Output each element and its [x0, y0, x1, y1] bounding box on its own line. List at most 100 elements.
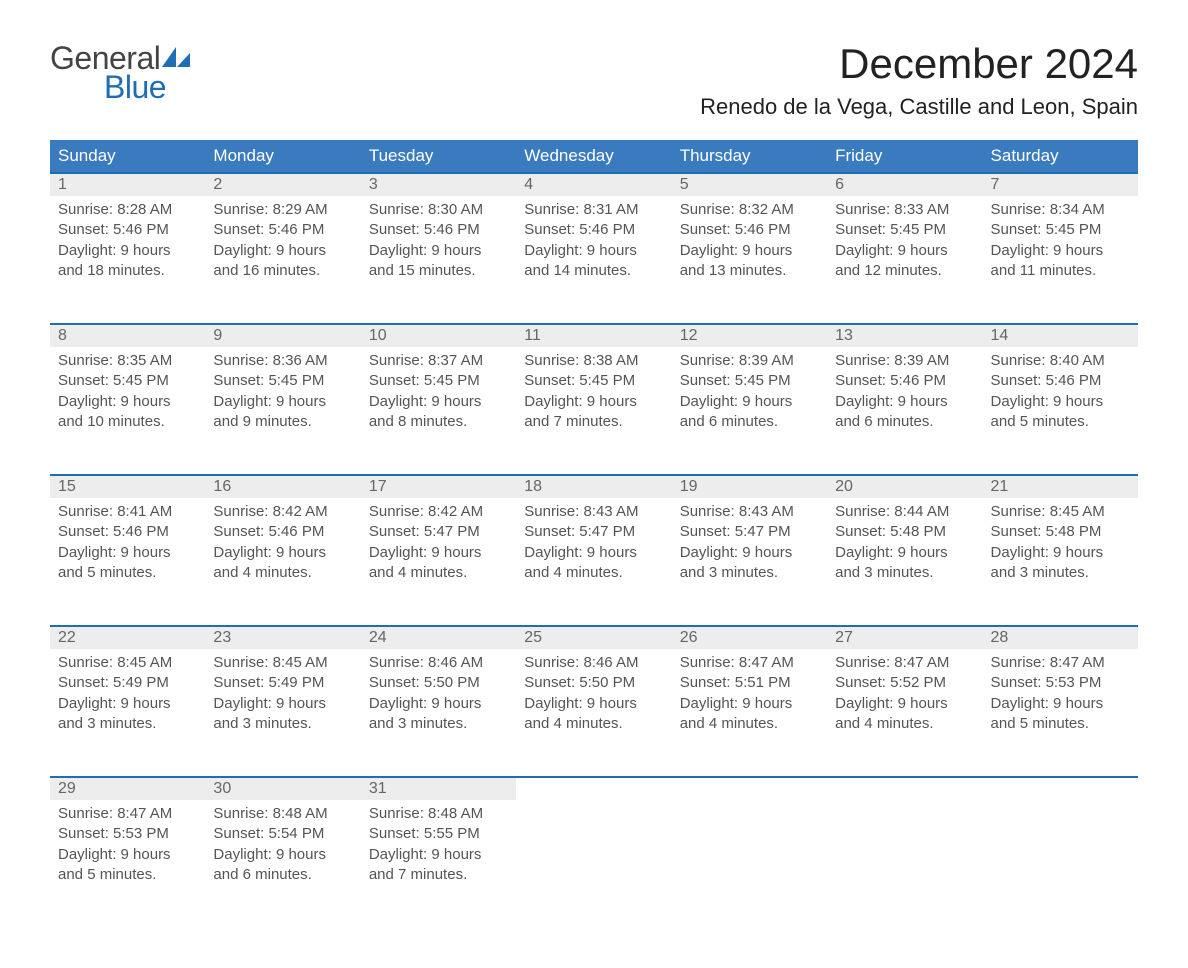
day-cell: Sunrise: 8:47 AMSunset: 5:52 PMDaylight:… [827, 649, 982, 777]
day-cell: Sunrise: 8:32 AMSunset: 5:46 PMDaylight:… [672, 196, 827, 324]
sunrise-text: Sunrise: 8:39 AM [835, 351, 974, 371]
day-number-cell: 14 [983, 324, 1138, 347]
d2-text: and 11 minutes. [991, 261, 1130, 281]
d2-text: and 15 minutes. [369, 261, 508, 281]
day-number-cell: 16 [205, 475, 360, 498]
d1-text: Daylight: 9 hours [369, 392, 508, 412]
sunset-text: Sunset: 5:47 PM [524, 522, 663, 542]
day-number-cell: 5 [672, 173, 827, 196]
day-number-cell: 12 [672, 324, 827, 347]
d1-text: Daylight: 9 hours [58, 694, 197, 714]
weekday-header: Tuesday [361, 140, 516, 173]
day-cell: Sunrise: 8:37 AMSunset: 5:45 PMDaylight:… [361, 347, 516, 475]
day-number-cell: 11 [516, 324, 671, 347]
sunrise-text: Sunrise: 8:29 AM [213, 200, 352, 220]
sunset-text: Sunset: 5:54 PM [213, 824, 352, 844]
day-cell [516, 800, 671, 928]
d1-text: Daylight: 9 hours [524, 694, 663, 714]
day-cell: Sunrise: 8:48 AMSunset: 5:55 PMDaylight:… [361, 800, 516, 928]
d2-text: and 6 minutes. [213, 865, 352, 885]
day-cell: Sunrise: 8:46 AMSunset: 5:50 PMDaylight:… [361, 649, 516, 777]
d2-text: and 5 minutes. [58, 563, 197, 583]
day-cell: Sunrise: 8:41 AMSunset: 5:46 PMDaylight:… [50, 498, 205, 626]
d1-text: Daylight: 9 hours [991, 241, 1130, 261]
title-block: December 2024 Renedo de la Vega, Castill… [700, 40, 1138, 120]
sunset-text: Sunset: 5:49 PM [58, 673, 197, 693]
sunrise-text: Sunrise: 8:47 AM [58, 804, 197, 824]
sunset-text: Sunset: 5:53 PM [58, 824, 197, 844]
day-number-cell: 30 [205, 777, 360, 800]
day-cell: Sunrise: 8:39 AMSunset: 5:45 PMDaylight:… [672, 347, 827, 475]
day-cell [672, 800, 827, 928]
day-number-cell: 10 [361, 324, 516, 347]
day-number-row: 1234567 [50, 173, 1138, 196]
day-number-cell: 19 [672, 475, 827, 498]
day-number-cell: 24 [361, 626, 516, 649]
day-number-cell: 7 [983, 173, 1138, 196]
weekday-header: Thursday [672, 140, 827, 173]
sunset-text: Sunset: 5:46 PM [680, 220, 819, 240]
sunrise-text: Sunrise: 8:43 AM [680, 502, 819, 522]
d1-text: Daylight: 9 hours [213, 845, 352, 865]
day-number-cell [827, 777, 982, 800]
day-cell: Sunrise: 8:35 AMSunset: 5:45 PMDaylight:… [50, 347, 205, 475]
d1-text: Daylight: 9 hours [835, 241, 974, 261]
day-content-row: Sunrise: 8:35 AMSunset: 5:45 PMDaylight:… [50, 347, 1138, 475]
day-cell: Sunrise: 8:45 AMSunset: 5:48 PMDaylight:… [983, 498, 1138, 626]
logo-sail-icon [162, 47, 190, 74]
day-content-row: Sunrise: 8:41 AMSunset: 5:46 PMDaylight:… [50, 498, 1138, 626]
d2-text: and 4 minutes. [835, 714, 974, 734]
day-cell [983, 800, 1138, 928]
sunset-text: Sunset: 5:45 PM [680, 371, 819, 391]
sunrise-text: Sunrise: 8:45 AM [58, 653, 197, 673]
d2-text: and 3 minutes. [991, 563, 1130, 583]
sunset-text: Sunset: 5:48 PM [835, 522, 974, 542]
sunset-text: Sunset: 5:49 PM [213, 673, 352, 693]
day-cell: Sunrise: 8:40 AMSunset: 5:46 PMDaylight:… [983, 347, 1138, 475]
sunrise-text: Sunrise: 8:47 AM [680, 653, 819, 673]
day-cell: Sunrise: 8:34 AMSunset: 5:45 PMDaylight:… [983, 196, 1138, 324]
sunset-text: Sunset: 5:45 PM [524, 371, 663, 391]
day-number-cell: 4 [516, 173, 671, 196]
sunrise-text: Sunrise: 8:46 AM [369, 653, 508, 673]
d2-text: and 3 minutes. [58, 714, 197, 734]
day-number-cell: 28 [983, 626, 1138, 649]
d2-text: and 7 minutes. [524, 412, 663, 432]
sunrise-text: Sunrise: 8:42 AM [213, 502, 352, 522]
sunset-text: Sunset: 5:46 PM [991, 371, 1130, 391]
day-number-cell: 13 [827, 324, 982, 347]
sunrise-text: Sunrise: 8:48 AM [369, 804, 508, 824]
day-cell [827, 800, 982, 928]
sunrise-text: Sunrise: 8:33 AM [835, 200, 974, 220]
day-number-cell: 27 [827, 626, 982, 649]
sunset-text: Sunset: 5:52 PM [835, 673, 974, 693]
sunset-text: Sunset: 5:45 PM [213, 371, 352, 391]
day-number-cell [983, 777, 1138, 800]
sunrise-text: Sunrise: 8:42 AM [369, 502, 508, 522]
day-cell: Sunrise: 8:47 AMSunset: 5:53 PMDaylight:… [50, 800, 205, 928]
day-cell: Sunrise: 8:45 AMSunset: 5:49 PMDaylight:… [205, 649, 360, 777]
d2-text: and 10 minutes. [58, 412, 197, 432]
day-number-cell: 20 [827, 475, 982, 498]
sunrise-text: Sunrise: 8:44 AM [835, 502, 974, 522]
day-number-cell: 15 [50, 475, 205, 498]
day-cell: Sunrise: 8:31 AMSunset: 5:46 PMDaylight:… [516, 196, 671, 324]
sunset-text: Sunset: 5:46 PM [58, 522, 197, 542]
month-title: December 2024 [700, 40, 1138, 88]
weekday-header: Saturday [983, 140, 1138, 173]
d2-text: and 5 minutes. [991, 714, 1130, 734]
sunrise-text: Sunrise: 8:47 AM [835, 653, 974, 673]
d2-text: and 4 minutes. [524, 563, 663, 583]
sunrise-text: Sunrise: 8:36 AM [213, 351, 352, 371]
weekday-header-row: Sunday Monday Tuesday Wednesday Thursday… [50, 140, 1138, 173]
d1-text: Daylight: 9 hours [213, 543, 352, 563]
weekday-header: Wednesday [516, 140, 671, 173]
d2-text: and 13 minutes. [680, 261, 819, 281]
day-cell: Sunrise: 8:47 AMSunset: 5:53 PMDaylight:… [983, 649, 1138, 777]
day-number-cell: 21 [983, 475, 1138, 498]
d2-text: and 3 minutes. [369, 714, 508, 734]
day-number-cell: 2 [205, 173, 360, 196]
d2-text: and 16 minutes. [213, 261, 352, 281]
day-number-cell: 6 [827, 173, 982, 196]
d1-text: Daylight: 9 hours [680, 694, 819, 714]
